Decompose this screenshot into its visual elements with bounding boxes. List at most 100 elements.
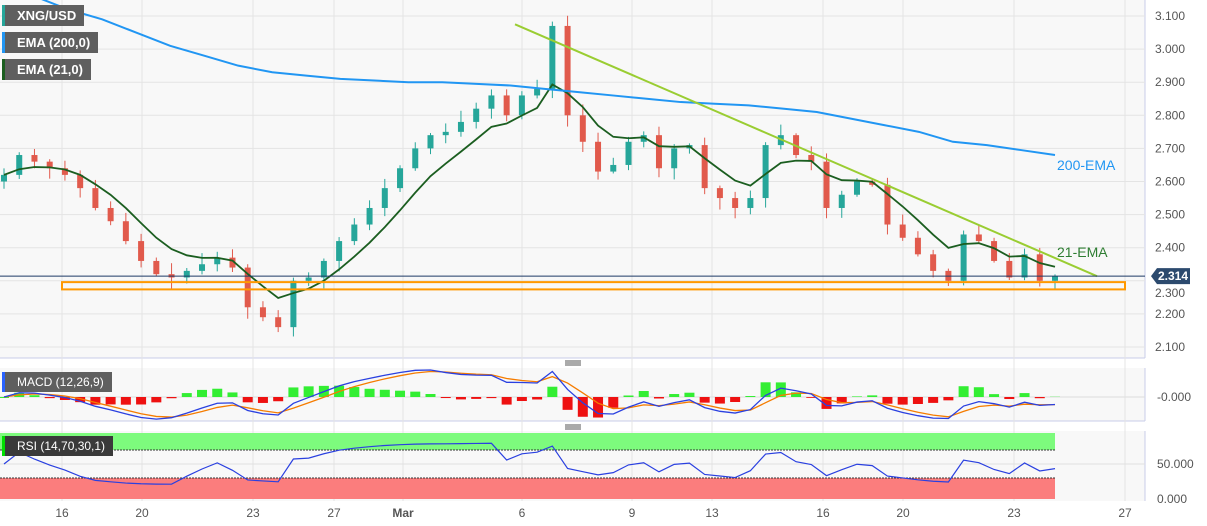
rsi-overbought-zone bbox=[0, 433, 1055, 450]
macd-histogram-bar bbox=[973, 387, 984, 397]
macd-histogram-bar bbox=[943, 397, 954, 401]
candle-body bbox=[884, 184, 891, 225]
macd-histogram-bar bbox=[455, 397, 466, 400]
x-tick-label: 20 bbox=[135, 506, 149, 520]
candle-body bbox=[518, 95, 525, 116]
ema200-line bbox=[41, 0, 1056, 157]
macd-histogram-bar bbox=[699, 397, 710, 403]
candle-body bbox=[290, 280, 297, 328]
macd-histogram-bar bbox=[684, 392, 695, 397]
macd-histogram-bar bbox=[273, 397, 284, 402]
y-tick-label: 2.700 bbox=[1155, 141, 1185, 155]
candle-body bbox=[1, 174, 7, 182]
macd-histogram-bar bbox=[410, 391, 421, 397]
candle-body bbox=[229, 257, 236, 268]
legend-ema21[interactable]: EMA (21,0) bbox=[2, 59, 91, 80]
macd-histogram-bar bbox=[349, 387, 360, 397]
legend-macd[interactable]: MACD (12,26,9) bbox=[2, 372, 112, 392]
macd-histogram-bar bbox=[806, 397, 817, 398]
macd-histogram-bar bbox=[501, 397, 512, 405]
macd-histogram-bar bbox=[105, 397, 116, 405]
candle-body bbox=[92, 188, 99, 208]
candle-body bbox=[1036, 254, 1043, 281]
legend-symbol[interactable]: XNG/USD bbox=[2, 5, 85, 26]
candle-body bbox=[838, 194, 845, 208]
macd-histogram-bar bbox=[212, 388, 223, 397]
macd-histogram-bar bbox=[395, 390, 406, 397]
macd-histogram-bar bbox=[608, 397, 619, 408]
y-tick-label: 2.500 bbox=[1155, 208, 1185, 222]
macd-histogram-bar bbox=[471, 397, 482, 399]
macd-histogram-bar bbox=[882, 397, 893, 404]
candle-body bbox=[534, 88, 541, 96]
macd-histogram-bar bbox=[897, 397, 908, 405]
macd-histogram-bar bbox=[59, 397, 70, 400]
candle-body bbox=[305, 277, 312, 281]
macd-histogram-bar bbox=[669, 394, 680, 397]
candle-body bbox=[351, 224, 358, 242]
legend-rsi[interactable]: RSI (14,70,30,1) bbox=[2, 436, 114, 456]
macd-histogram-bar bbox=[44, 397, 55, 399]
y-tick-label: 2.600 bbox=[1155, 175, 1185, 189]
candle-body bbox=[259, 307, 266, 318]
x-tick-label: 16 bbox=[55, 506, 69, 520]
macd-histogram-bar bbox=[257, 397, 268, 403]
candle-body bbox=[457, 121, 464, 132]
macd-histogram-bar bbox=[593, 397, 604, 418]
x-tick-label: 13 bbox=[705, 506, 719, 520]
macd-histogram-bar bbox=[638, 390, 649, 397]
candle-body bbox=[153, 260, 160, 275]
macd-histogram-bar bbox=[516, 397, 527, 402]
y-tick-label: 2.800 bbox=[1155, 108, 1185, 122]
x-tick-label: 9 bbox=[629, 506, 636, 520]
x-tick-label: 27 bbox=[1118, 506, 1132, 520]
macd-histogram-bar bbox=[288, 387, 299, 397]
x-tick-label: 6 bbox=[519, 506, 526, 520]
macd-tick-label: -0.000 bbox=[1157, 390, 1191, 404]
macd-histogram-bar bbox=[29, 395, 40, 397]
macd-histogram-bar bbox=[379, 389, 390, 397]
macd-histogram-bar bbox=[623, 395, 634, 397]
ema200-annotation: 200-EMA bbox=[1057, 157, 1116, 173]
candle-body bbox=[138, 241, 145, 261]
candle-body bbox=[77, 174, 84, 189]
macd-histogram-bar bbox=[851, 396, 862, 397]
candle-body bbox=[640, 135, 647, 142]
trendline bbox=[514, 23, 1098, 278]
macd-histogram-bar bbox=[75, 397, 86, 403]
y-tick-label: 3.000 bbox=[1155, 42, 1185, 56]
candle-body bbox=[336, 241, 343, 261]
candle-body bbox=[762, 145, 769, 199]
candle-body bbox=[701, 145, 708, 189]
legend-ema200[interactable]: EMA (200,0) bbox=[2, 32, 99, 53]
macd-histogram-bar bbox=[958, 386, 969, 397]
candle-body bbox=[61, 168, 68, 175]
macd-histogram-bar bbox=[547, 386, 558, 397]
macd-histogram-bar bbox=[151, 397, 162, 403]
macd-histogram-bar bbox=[242, 397, 253, 403]
candle-body bbox=[549, 25, 556, 89]
macd-histogram-bar bbox=[1034, 397, 1045, 399]
macd-histogram-bar bbox=[1019, 393, 1030, 397]
x-tick-label: 27 bbox=[327, 506, 341, 520]
candle-body bbox=[122, 221, 129, 242]
candle-body bbox=[397, 168, 404, 189]
y-tick-label: 2.200 bbox=[1155, 307, 1185, 321]
candle-body bbox=[975, 234, 982, 242]
macd-histogram-bar bbox=[486, 397, 497, 399]
macd-line bbox=[3, 369, 1056, 420]
support-zone bbox=[61, 281, 1126, 291]
candle-body bbox=[808, 155, 815, 162]
candle-body bbox=[183, 270, 190, 278]
candle-body bbox=[869, 181, 876, 185]
macd-histogram-bar bbox=[745, 396, 756, 397]
macd-histogram-bar bbox=[136, 397, 147, 405]
macd-histogram-bar bbox=[425, 393, 436, 397]
candle-body bbox=[930, 254, 937, 271]
macd-histogram-bar bbox=[730, 397, 741, 403]
candle-body bbox=[564, 25, 571, 116]
candle-body bbox=[899, 224, 906, 238]
candle-body bbox=[610, 164, 617, 172]
macd-histogram-bar bbox=[577, 397, 588, 417]
